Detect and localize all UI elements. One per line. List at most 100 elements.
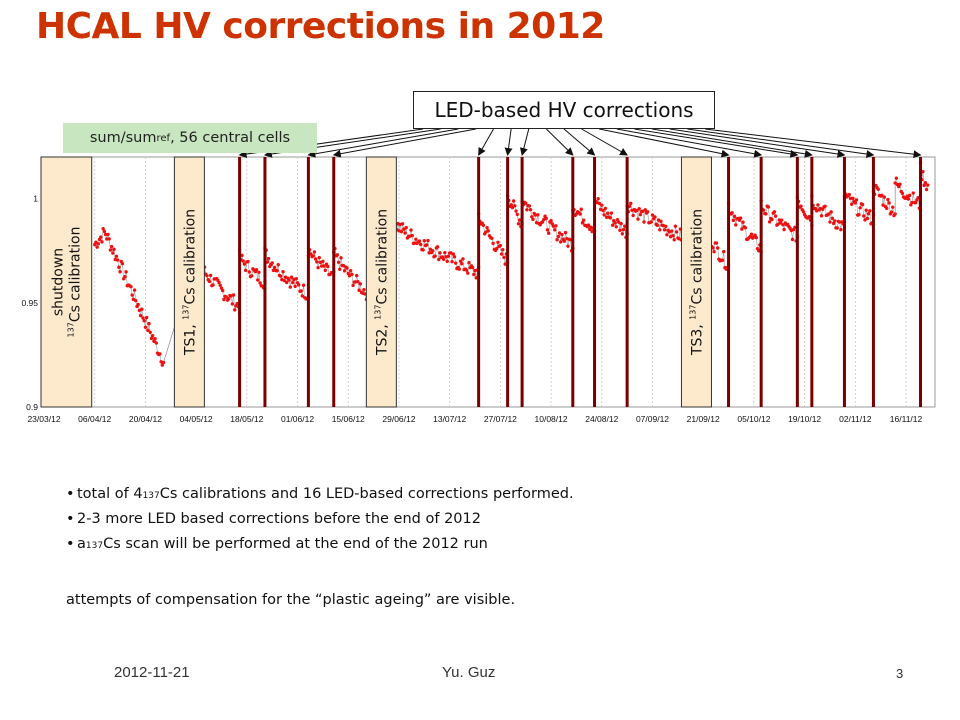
data-point [847,192,851,197]
data-point [866,212,871,216]
data-point [638,212,643,217]
data-point [450,259,454,264]
data-point [149,336,154,341]
y-tick-label: 0.95 [21,298,38,308]
data-point [143,325,148,330]
data-point [117,265,121,269]
data-point [833,219,837,223]
data-point [417,239,422,243]
led-correction-marker [795,157,799,407]
data-point [402,227,406,231]
data-point [425,243,429,247]
data-point [513,204,517,208]
x-tick-label: 13/07/12 [433,414,466,424]
data-point [880,193,884,198]
data-point [649,220,653,224]
data-point [460,262,464,266]
data-point [913,201,918,205]
data-point [672,238,676,242]
led-correction-marker [919,157,923,407]
led-arrow [669,128,846,158]
data-point [266,256,271,261]
data-point [714,241,719,245]
data-point [111,251,115,255]
cs-label-sup: 137 [373,305,382,320]
data-point [124,270,128,274]
data-point [835,226,839,230]
data-point [501,247,505,252]
data-point [514,209,518,213]
data-point [293,284,297,289]
series-line [333,248,367,300]
data-point [779,218,784,222]
data-point [94,240,98,244]
data-point [147,321,151,326]
data-point [807,214,812,219]
data-point [614,225,618,229]
data-point [141,316,145,320]
data-point [138,313,143,318]
data-point [546,231,551,235]
data-point [740,227,744,231]
x-tick-label: 20/04/12 [129,414,162,424]
data-point [414,237,418,241]
ageing-note: attempts of compensation for the “plasti… [66,592,516,608]
data-point [461,257,465,261]
data-point [586,223,591,227]
data-point [766,205,771,209]
data-point [559,240,563,244]
cs-label-sup: 137 [181,305,190,320]
footer-author: Yu. Guz [442,664,496,681]
data-point [734,223,738,227]
data-point [246,259,250,264]
data-point [457,267,462,271]
data-point [801,210,806,214]
cs-label-line2: 137Cs calibration [66,227,83,338]
data-point [281,270,285,274]
data-point [857,213,861,217]
data-point [782,227,786,232]
data-point [829,210,833,214]
data-point [665,233,669,237]
data-point [629,201,633,206]
data-point [485,225,489,230]
data-point [562,239,567,243]
bullet-sup: 137 [85,541,104,551]
sum-ratio-label: sum/sum ref, 56 central cells [63,123,317,153]
led-correction-marker [571,157,575,407]
data-point [335,253,340,257]
data-point [243,268,248,273]
data-point [517,218,522,222]
bullet-pre: a [77,536,86,552]
data-point [431,249,435,253]
data-point [602,213,606,217]
data-point [107,237,111,241]
data-point [911,191,915,195]
data-point [441,257,446,261]
data-point [153,337,157,341]
data-point [770,217,774,222]
data-point [356,279,360,284]
data-point [715,246,720,250]
led-correction-marker [759,157,763,407]
data-point [674,230,679,234]
data-point [778,221,783,225]
data-point [635,208,639,213]
data-point [790,237,795,242]
data-point [549,219,553,223]
bullet-post: Cs calibrations and 16 LED-based correct… [159,486,574,502]
data-point [474,276,478,280]
data-point [580,221,585,225]
data-point [299,289,303,293]
led-arrow [563,128,596,156]
data-point [136,302,140,307]
data-point [793,225,797,230]
data-point [130,293,134,297]
data-point [289,275,294,279]
data-point [910,200,914,205]
led-arrow [616,128,763,158]
data-point [458,259,463,263]
data-point [891,205,895,209]
led-arrow [704,128,922,159]
data-point [99,235,103,239]
